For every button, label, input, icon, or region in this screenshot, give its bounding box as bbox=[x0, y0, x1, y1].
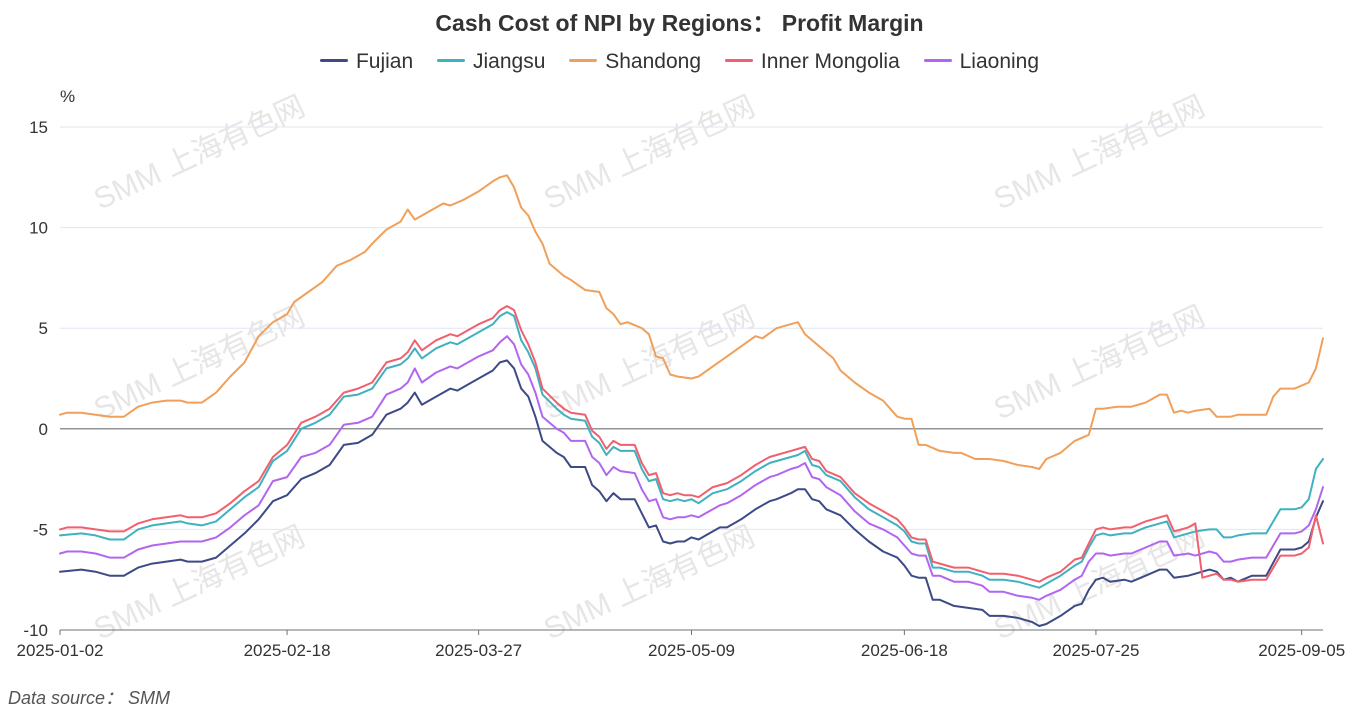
watermark-text: SMM 上海有色网 bbox=[539, 90, 760, 216]
y-axis: 15 10 5 0 -5 -10 bbox=[23, 118, 48, 640]
x-tick-label: 2025-01-02 bbox=[17, 641, 104, 660]
legend-label-inner-mongolia: Inner Mongolia bbox=[760, 50, 900, 73]
watermark-text: SMM 上海有色网 bbox=[89, 90, 310, 216]
legend-item-shandong[interactable]: Shandong bbox=[569, 50, 701, 74]
x-axis: 2025-01-02 2025-02-18 2025-03-27 2025-05-09… bbox=[17, 629, 1345, 660]
data-source-note: Data source： SMM bbox=[8, 688, 171, 708]
legend-swatch-liaoning bbox=[923, 58, 952, 62]
legend-swatch-shandong bbox=[569, 58, 598, 62]
x-tick-label: 2025-02-18 bbox=[244, 641, 331, 660]
legend-item-inner-mongolia[interactable]: Inner Mongolia bbox=[724, 50, 900, 74]
y-tick-label: 10 bbox=[29, 219, 48, 238]
legend-item-liaoning[interactable]: Liaoning bbox=[923, 50, 1040, 74]
legend-label-shandong: Shandong bbox=[605, 50, 702, 73]
y-tick-label: -5 bbox=[33, 520, 48, 539]
series-line-fujian[interactable] bbox=[59, 359, 1324, 627]
watermark-text: SMM 上海有色网 bbox=[539, 520, 760, 646]
y-axis-unit-label: % bbox=[60, 87, 75, 106]
series-line-shandong[interactable] bbox=[59, 174, 1324, 470]
x-tick-label: 2025-09-05 bbox=[1258, 641, 1345, 660]
legend-item-jiangsu[interactable]: Jiangsu bbox=[437, 50, 545, 74]
legend-swatch-jiangsu bbox=[437, 58, 466, 62]
watermark-text: SMM 上海有色网 bbox=[539, 300, 760, 426]
series-line-jiangsu[interactable] bbox=[59, 311, 1324, 589]
y-tick-label: 15 bbox=[29, 118, 48, 137]
series-lines bbox=[59, 174, 1324, 627]
x-tick-label: 2025-03-27 bbox=[435, 641, 522, 660]
legend-swatch-inner-mongolia bbox=[724, 58, 753, 62]
y-tick-label: -10 bbox=[23, 621, 48, 640]
legend-item-fujian[interactable]: Fujian bbox=[319, 50, 414, 74]
series-line-liaoning[interactable] bbox=[59, 335, 1324, 601]
legend-label-fujian: Fujian bbox=[355, 50, 414, 73]
legend-label-liaoning: Liaoning bbox=[959, 50, 1040, 73]
watermark-layer: SMM 上海有色网 SMM 上海有色网 SMM 上海有色网 SMM 上海有色网 SMM … bbox=[89, 90, 1210, 646]
y-tick-label: 5 bbox=[39, 319, 48, 338]
chart-legend: Fujian Jiangsu Shandong Inner Mongolia L… bbox=[0, 50, 1359, 74]
legend-label-jiangsu: Jiangsu bbox=[473, 50, 546, 73]
x-tick-label: 2025-07-25 bbox=[1052, 641, 1139, 660]
x-tick-label: 2025-06-18 bbox=[861, 641, 948, 660]
x-tick-label: 2025-05-09 bbox=[648, 641, 735, 660]
series-line-inner-mongolia[interactable] bbox=[59, 305, 1324, 583]
watermark-text: SMM 上海有色网 bbox=[989, 300, 1210, 426]
watermark-text: SMM 上海有色网 bbox=[989, 90, 1210, 216]
legend-swatch-fujian bbox=[319, 58, 348, 62]
y-tick-label: 0 bbox=[39, 420, 48, 439]
chart-title: Cash Cost of NPI by Regions： Profit Marg… bbox=[435, 10, 924, 36]
